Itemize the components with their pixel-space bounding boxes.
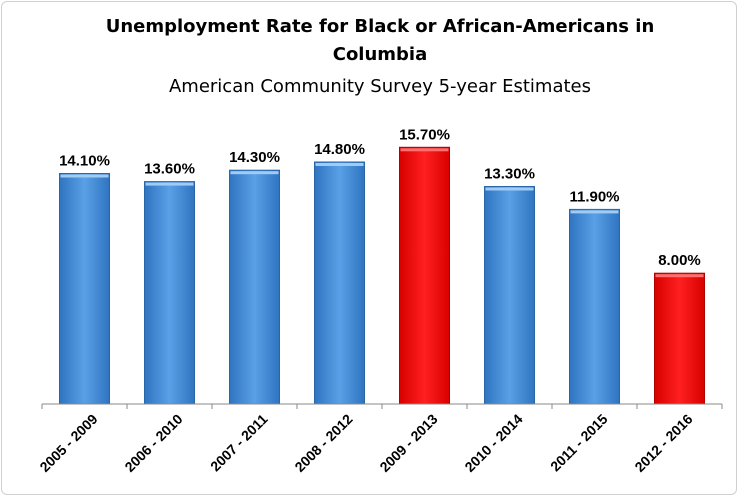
x-tick-label: 2011 - 2015 bbox=[547, 411, 611, 475]
bar-cap-2006-2010 bbox=[145, 182, 194, 186]
bar-cap-2011-2015 bbox=[570, 210, 619, 214]
bar-2006-2010 bbox=[144, 181, 195, 405]
data-label-2005-2009: 14.10% bbox=[59, 153, 110, 170]
data-label-2007-2011: 14.30% bbox=[229, 149, 280, 166]
bar-cap-2008-2012 bbox=[315, 163, 364, 166]
bar-cap-2007-2011 bbox=[230, 171, 279, 175]
x-tick-label: 2008 - 2012 bbox=[291, 411, 355, 475]
bar-2012-2016 bbox=[654, 272, 705, 405]
bars-layer bbox=[59, 146, 705, 405]
data-label-2010-2014: 13.30% bbox=[484, 166, 535, 183]
x-tick-label: 2009 - 2013 bbox=[376, 411, 440, 475]
data-labels-layer: 14.10% 13.60% 14.30% 14.80% 15.70% 13.30% 11.9… bbox=[59, 126, 701, 269]
bar-cap-2009-2013 bbox=[400, 148, 449, 152]
data-label-2009-2013: 15.70% bbox=[399, 126, 450, 143]
chart-title-line-1: Unemployment Rate for Black or African-A… bbox=[105, 16, 655, 37]
bar-cap-2010-2014 bbox=[485, 187, 534, 191]
x-axis: 2005 - 2009 2006 - 2010 2007 - 2011 2008 - … bbox=[36, 403, 723, 475]
chart-subtitle: American Community Survey 5-year Estimat… bbox=[168, 76, 591, 97]
bar-cap-2005-2009 bbox=[60, 174, 109, 178]
data-label-2006-2010: 13.60% bbox=[144, 161, 195, 178]
bar-2008-2012 bbox=[314, 161, 365, 405]
x-tick-label: 2006 - 2010 bbox=[121, 411, 185, 475]
x-tick-label: 2005 - 2009 bbox=[36, 411, 100, 475]
x-tick-label: 2010 - 2014 bbox=[461, 411, 525, 475]
data-label-2011-2015: 11.90% bbox=[569, 188, 619, 205]
data-label-2008-2012: 14.80% bbox=[314, 141, 365, 158]
x-tick-label: 2007 - 2011 bbox=[207, 411, 271, 475]
bar-2007-2011 bbox=[229, 169, 280, 405]
data-label-2012-2016: 8.00% bbox=[658, 252, 701, 269]
bar-2011-2015 bbox=[569, 208, 620, 405]
bar-2010-2014 bbox=[484, 186, 535, 405]
chart-title-line-2: Columbia bbox=[332, 44, 428, 65]
x-tick-label: 2012 - 2016 bbox=[631, 411, 695, 475]
bar-cap-2012-2016 bbox=[655, 274, 704, 278]
bar-2009-2013 bbox=[399, 146, 450, 405]
bar-2005-2009 bbox=[59, 173, 110, 405]
